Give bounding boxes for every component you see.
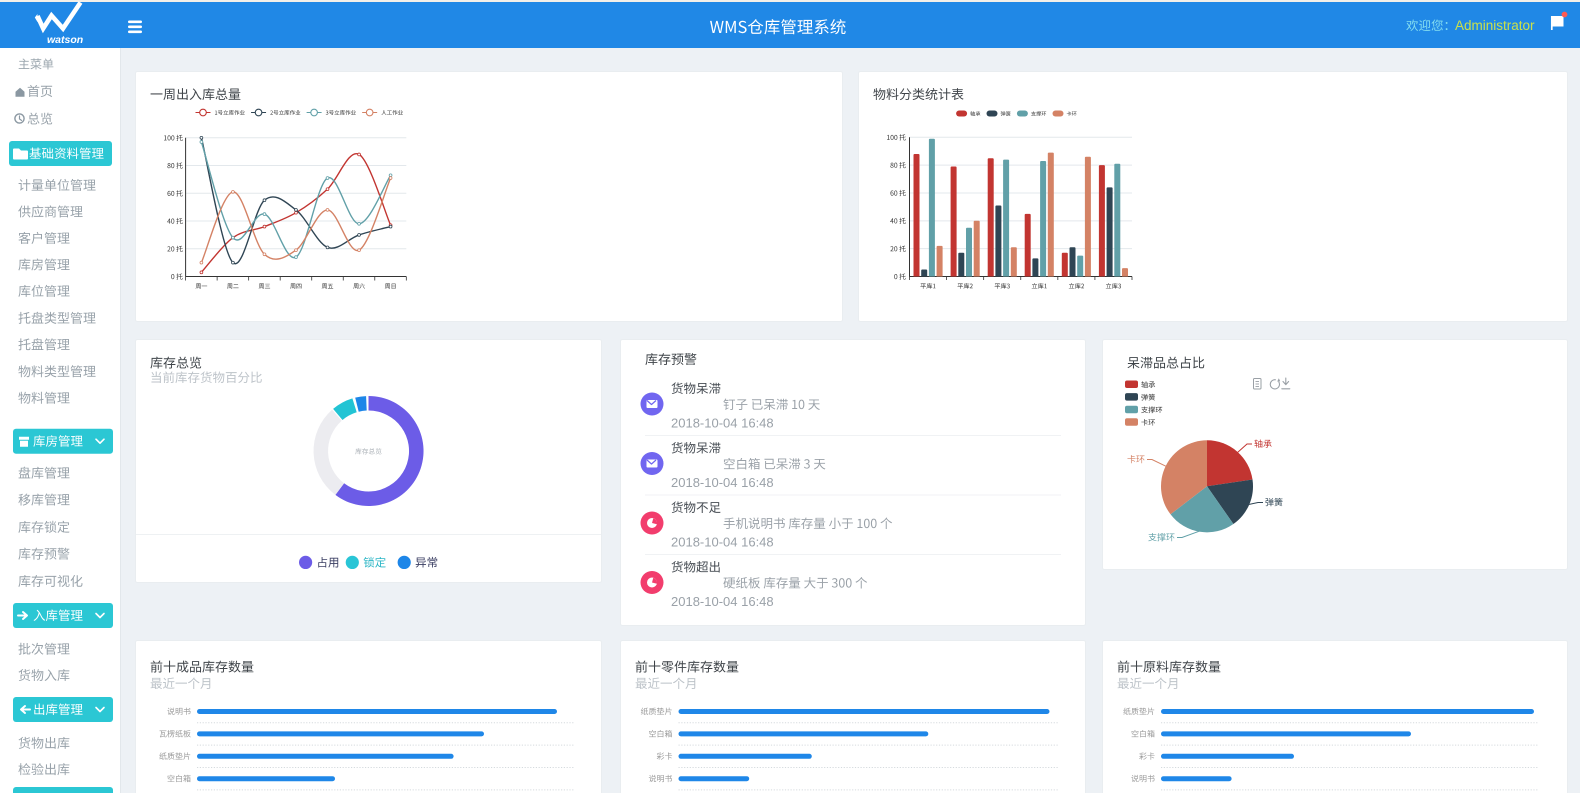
svg-text:2018-10-04 16:48: 2018-10-04 16:48 <box>671 535 774 550</box>
svg-text:watson: watson <box>47 34 83 46</box>
svg-text:2018-10-04 16:48: 2018-10-04 16:48 <box>671 594 774 609</box>
svg-text:2018-10-04 16:48: 2018-10-04 16:48 <box>671 475 774 490</box>
svg-text:Administrator: Administrator <box>1455 18 1535 33</box>
svg-text:2018-10-04 16:48: 2018-10-04 16:48 <box>671 416 774 431</box>
